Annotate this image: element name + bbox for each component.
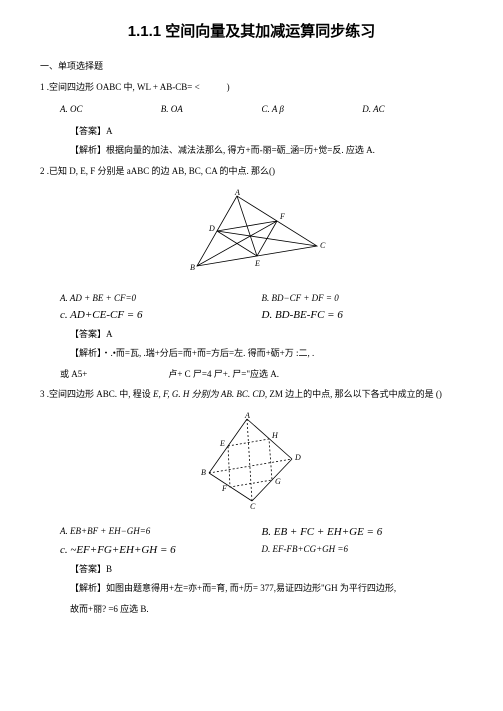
triangle-svg: A B C D E F xyxy=(177,188,327,278)
quad-label-d: D xyxy=(294,453,301,462)
q3-opt-d: D. EF-FB+CG+GH =6 xyxy=(262,544,464,556)
quad-label-a: A xyxy=(244,411,250,420)
q2-options-ab: A. AD + BE + CF=0 B. BD−CF + DF = 0 xyxy=(60,293,463,303)
q1-answer: 【答案】A xyxy=(70,124,463,137)
q1-opt-d: D. AC xyxy=(362,104,463,114)
quad-svg: A B C D E F G H xyxy=(197,411,307,511)
quad-label-g: G xyxy=(275,477,281,486)
page-title: 1.1.1 空间向量及其加减运算同步练习 xyxy=(40,20,463,41)
q1-analysis: 【解析】根据向量的加法、减法法那么, 得方+而-丽=砺_涵=历+觉=反. 应选 … xyxy=(70,143,463,157)
q1-opt-c: C. A β xyxy=(262,104,363,114)
tri-label-f: F xyxy=(279,212,285,221)
q2-opt-a: A. AD + BE + CF=0 xyxy=(60,293,262,303)
tri-label-a: A xyxy=(234,188,240,197)
quad-label-f: F xyxy=(221,484,227,493)
q3-opt-b: B. EB + FC + EH+GE = 6 xyxy=(262,526,383,538)
q2-answer: 【答案】A xyxy=(70,327,463,340)
q3-stem-text1: 3 .空间四边形 ABC. 中, 程设 xyxy=(40,389,153,399)
q2-analysis-2: 或 A5+ 卢+ C 尸=4 尸+. 尸="应选 A. xyxy=(60,367,463,381)
q3-stem-text2: E, F, G. H 分别为 AB. BC. CD, xyxy=(153,389,269,399)
q3-options-cd: c. ~EF+FG+EH+GH = 6 D. EF-FB+CG+GH =6 xyxy=(60,544,463,556)
page-root: 1.1.1 空间向量及其加减运算同步练习 一、单项选择题 1 .空间四边形 OA… xyxy=(0,0,503,652)
q3-analysis-2: 故而+丽? =6 应选 B. xyxy=(70,602,463,616)
q1-opt-b: B. OA xyxy=(161,104,262,114)
quad-label-c: C xyxy=(250,502,256,511)
q3-stem-text3: ZM 边上的中点, 那么以下各式中成立的是 () xyxy=(269,389,442,399)
q2-stem: 2 .已知 D, E, F 分别是 aABC 的边 AB, BC, CA 的中点… xyxy=(40,164,463,178)
tri-label-d: D xyxy=(208,224,215,233)
section-label: 一、单项选择题 xyxy=(40,59,463,72)
tri-label-e: E xyxy=(254,259,260,268)
q3-analysis-1: 【解析】如图由题意得用+左=亦+而=育, 而+历= 377,易证四边形"GH 为… xyxy=(70,581,463,595)
q1-options: A. OC B. OA C. A β D. AC xyxy=(60,104,463,114)
q2-opt-b: B. BD−CF + DF = 0 xyxy=(262,293,464,303)
tri-label-b: B xyxy=(190,263,195,272)
q2-opt-c: c. AD+CE-CF = 6 xyxy=(60,309,142,321)
quad-label-h: H xyxy=(271,431,279,440)
q3-opt-c: c. ~EF+FG+EH+GH = 6 xyxy=(60,544,176,556)
q2-figure: A B C D E F xyxy=(40,188,463,283)
quad-label-e: E xyxy=(219,439,225,448)
q2-analysis-1: 【解析】・.•而=瓦, .瑞+分后=而+而=方后=左. 得而+砺+万 :二, . xyxy=(70,346,463,360)
q1-opt-a: A. OC xyxy=(60,104,161,114)
q3-opt-a: A. EB+BF + EH−GH=6 xyxy=(60,526,262,538)
q2-opt-d: D. BD-BE-FC = 6 xyxy=(262,309,343,321)
q1-stem-text: 1 .空间四边形 OABC 中, WL + AB-CB= < ) xyxy=(40,82,230,92)
q1-stem: 1 .空间四边形 OABC 中, WL + AB-CB= < ) xyxy=(40,80,463,94)
q2-options-cd: c. AD+CE-CF = 6 D. BD-BE-FC = 6 xyxy=(60,309,463,321)
q3-options-ab: A. EB+BF + EH−GH=6 B. EB + FC + EH+GE = … xyxy=(60,526,463,538)
quad-label-b: B xyxy=(201,468,206,477)
q3-answer: 【答案】B xyxy=(70,562,463,575)
tri-label-c: C xyxy=(320,241,326,250)
q3-figure: A B C D E F G H xyxy=(40,411,463,516)
q3-stem: 3 .空间四边形 ABC. 中, 程设 E, F, G. H 分别为 AB. B… xyxy=(40,387,463,401)
